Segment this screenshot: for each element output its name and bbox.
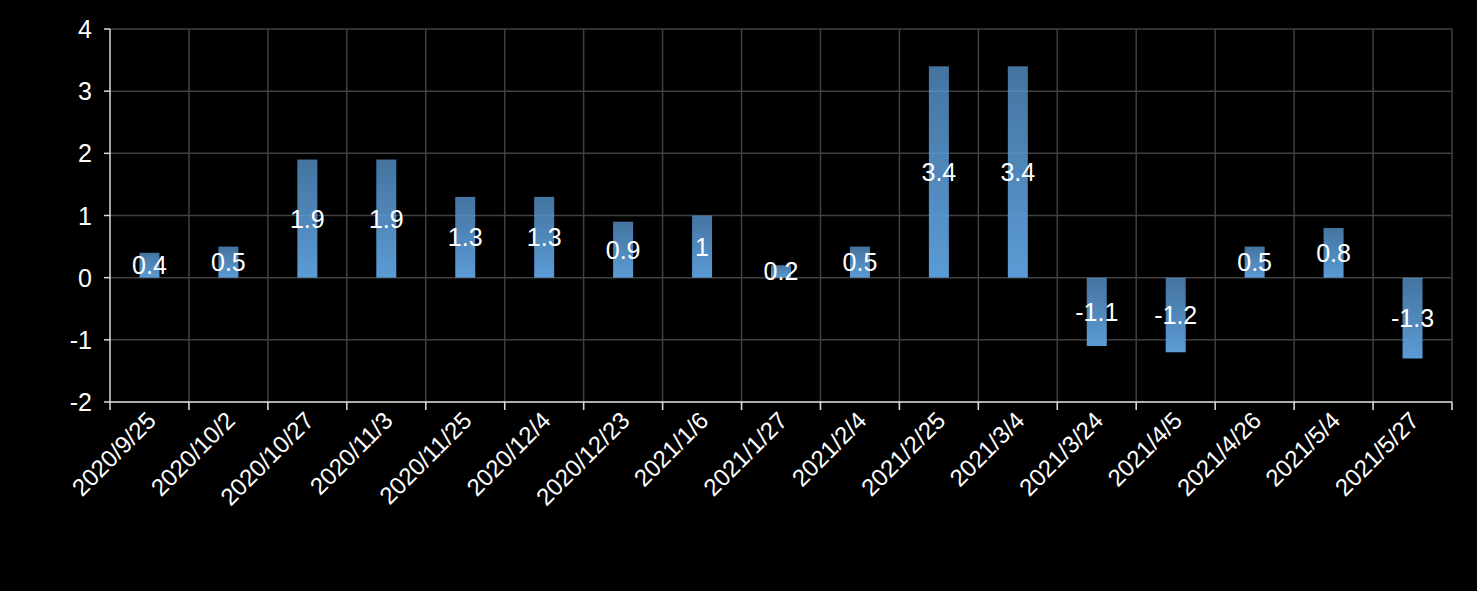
grid-line [110, 90, 1452, 92]
x-tick [425, 402, 427, 410]
data-label: 0.9 [606, 236, 641, 264]
y-tick-label: 1 [78, 202, 92, 230]
y-tick-label: 0 [78, 264, 92, 292]
x-tick-label: 2021/4/26 [1172, 406, 1267, 501]
x-tick [1057, 402, 1059, 410]
data-label: -1.1 [1075, 298, 1118, 326]
x-tick [741, 402, 743, 410]
category-separator [899, 29, 901, 410]
category-separator [109, 29, 111, 410]
data-label: 1.3 [448, 223, 483, 251]
x-tick [1372, 402, 1374, 410]
x-tick-label: 2021/5/27 [1329, 406, 1424, 501]
x-tick-label: 2021/1/27 [698, 406, 793, 501]
x-tick [1214, 402, 1216, 410]
y-tick-label: -2 [70, 388, 92, 416]
y-tick [104, 401, 110, 403]
data-label: 1.3 [527, 223, 562, 251]
grid-line [110, 401, 1452, 403]
y-tick [104, 215, 110, 217]
x-tick-label: 2021/3/24 [1014, 406, 1109, 501]
x-tick [188, 402, 190, 410]
x-tick [346, 402, 348, 410]
category-separator [1057, 29, 1059, 410]
category-separator [1214, 29, 1216, 410]
x-tick [504, 402, 506, 410]
category-separator [425, 29, 427, 410]
y-tick [104, 339, 110, 341]
x-tick-label: 2020/10/27 [215, 406, 319, 510]
data-label: -1.2 [1154, 301, 1197, 329]
x-tick [899, 402, 901, 410]
data-label: 0.4 [132, 251, 167, 279]
category-separator [188, 29, 190, 410]
x-tick [1451, 402, 1453, 410]
data-label: 0.5 [1237, 248, 1272, 276]
chart-container: -2 -1 0 1 2 3 4 0.4 0.5 1.9 1.9 1.3 1.3 0.9 1 0.2 0.5 3.4… [0, 0, 1477, 591]
category-separator [662, 29, 664, 410]
data-label: 1 [695, 233, 709, 261]
category-separator [820, 29, 822, 410]
y-tick [104, 153, 110, 155]
x-tick [1293, 402, 1295, 410]
x-tick [109, 402, 111, 410]
category-separator [1135, 29, 1137, 410]
y-tick-label: 4 [78, 15, 92, 43]
x-tick [583, 402, 585, 410]
x-tick [1135, 402, 1137, 410]
data-label: 1.9 [290, 205, 325, 233]
x-axis [110, 401, 1452, 403]
grid-line [110, 153, 1452, 155]
x-tick [267, 402, 269, 410]
data-label: 3.4 [921, 158, 956, 186]
y-tick [104, 90, 110, 92]
x-tick-label: 2020/12/23 [531, 406, 635, 510]
category-separator [504, 29, 506, 410]
x-tick [978, 402, 980, 410]
category-separator [741, 29, 743, 410]
category-separator [1451, 29, 1453, 410]
category-separator [978, 29, 980, 410]
y-tick [104, 28, 110, 30]
chart-svg: -2 -1 0 1 2 3 4 0.4 0.5 1.9 1.9 1.3 1.3 0.9 1 0.2 0.5 3.4… [0, 0, 1477, 591]
x-tick-label: 2020/11/25 [374, 406, 477, 509]
grid-line [110, 339, 1452, 341]
y-tick [104, 277, 110, 279]
bar [692, 216, 712, 278]
background [0, 0, 1477, 591]
category-separator [346, 29, 348, 410]
y-tick-label: 2 [78, 139, 92, 167]
data-label: 0.2 [764, 257, 799, 285]
x-tick [820, 402, 822, 410]
category-separator [583, 29, 585, 410]
y-tick-label: 3 [78, 77, 92, 105]
y-tick-label: -1 [70, 326, 92, 354]
data-label: 0.5 [843, 248, 878, 276]
data-label: 0.5 [211, 248, 246, 276]
x-tick-label: 2020/9/25 [66, 406, 161, 501]
category-separator [1372, 29, 1374, 410]
grid-line [110, 28, 1452, 30]
data-label: -1.3 [1391, 304, 1434, 332]
data-label: 3.4 [1000, 158, 1035, 186]
x-tick [662, 402, 664, 410]
data-label: 0.8 [1316, 239, 1351, 267]
y-axis [109, 29, 111, 402]
category-separator [267, 29, 269, 410]
category-separator [1293, 29, 1295, 410]
data-label: 1.9 [369, 205, 404, 233]
x-tick-label: 2021/2/25 [856, 406, 951, 501]
